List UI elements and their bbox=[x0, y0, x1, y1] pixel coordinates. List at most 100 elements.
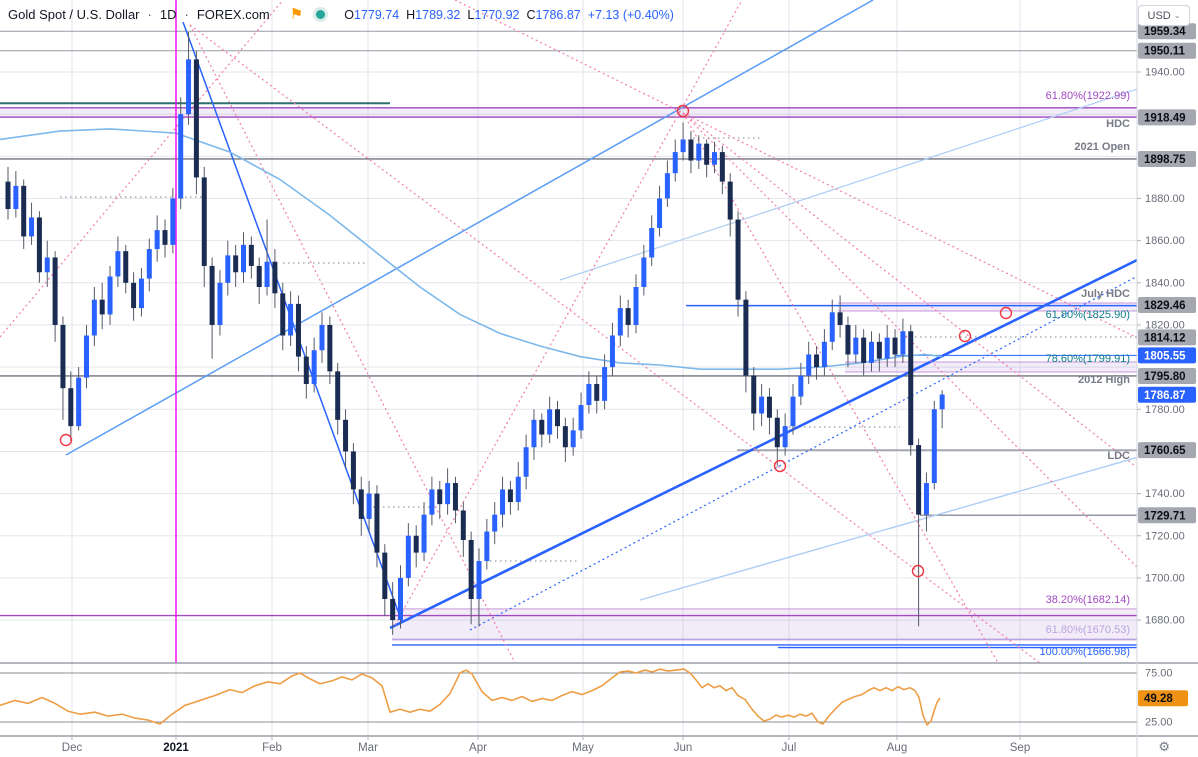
resistance-zone-1826-1830 bbox=[838, 303, 1137, 312]
candle-body bbox=[829, 312, 835, 342]
primary-uptrend-line[interactable] bbox=[389, 230, 1198, 630]
interval-label[interactable]: 1D bbox=[159, 7, 177, 22]
candle-body bbox=[837, 312, 843, 325]
candle-body bbox=[845, 324, 851, 355]
dashed-parallel-line[interactable] bbox=[469, 244, 1198, 631]
candle-body bbox=[664, 173, 670, 199]
price-badge-label: 1795.80 bbox=[1144, 371, 1186, 383]
chevron-down-icon: ⌄ bbox=[1173, 11, 1181, 20]
change-value: +7.13 (+0.40%) bbox=[587, 7, 674, 22]
price-tick-label: 1940.00 bbox=[1145, 67, 1185, 79]
price-tick-label: 1680.00 bbox=[1145, 615, 1185, 627]
annotation-label: 38.20%(1682.14) bbox=[1046, 594, 1130, 606]
gann-ray-mar-to-jun[interactable] bbox=[394, 0, 743, 626]
candle-body bbox=[256, 265, 262, 288]
candle-body bbox=[390, 599, 396, 621]
price-badge bbox=[1138, 442, 1196, 459]
candle-body bbox=[374, 493, 380, 553]
gann-ray-jun-3[interactable] bbox=[454, 0, 1198, 368]
price-badge-label: 1805.55 bbox=[1144, 350, 1186, 362]
candle-body bbox=[405, 535, 411, 578]
projection-marker-2[interactable] bbox=[999, 306, 1013, 320]
candle-body bbox=[743, 299, 749, 376]
gann-ray-left[interactable] bbox=[0, 0, 284, 338]
symbol-title[interactable]: Gold Spot / U.S. Dollar bbox=[8, 7, 140, 22]
projection-marker-1[interactable] bbox=[958, 329, 972, 343]
price-badge-label: 1786.87 bbox=[1144, 390, 1186, 402]
pivot-marker-aug-low[interactable] bbox=[911, 564, 925, 578]
time-tick-label: 2021 bbox=[163, 742, 189, 754]
gear-icon[interactable]: ⚙ bbox=[1158, 739, 1170, 754]
candle-body bbox=[60, 324, 66, 389]
candle-body bbox=[617, 308, 623, 336]
candle-body bbox=[798, 375, 804, 397]
gann-ray-jun-2[interactable] bbox=[682, 112, 1198, 515]
candle-body bbox=[248, 244, 254, 266]
candle-body bbox=[515, 476, 521, 503]
candle-body bbox=[523, 447, 529, 477]
separator-dot: · bbox=[184, 7, 189, 22]
rsi-line[interactable] bbox=[0, 668, 941, 726]
price-badge-label: 1814.12 bbox=[1144, 332, 1186, 344]
candle-body bbox=[908, 331, 914, 446]
gann-ray-jun-1[interactable] bbox=[682, 112, 1198, 628]
exchange-label[interactable]: FOREX.com bbox=[196, 7, 270, 22]
chart-legend: Gold Spot / U.S. Dollar · 1D · FOREX.com… bbox=[8, 7, 674, 22]
pivot-marker-jun-low[interactable] bbox=[773, 459, 787, 473]
candle-body bbox=[280, 293, 286, 336]
candle-body bbox=[712, 152, 717, 165]
annotation-label: 2021 Open bbox=[1074, 141, 1130, 153]
price-tick-label: 1700.00 bbox=[1145, 572, 1185, 584]
candle-body bbox=[209, 265, 215, 325]
candle-body bbox=[916, 445, 922, 515]
gann-ray-jun-4[interactable] bbox=[682, 112, 1052, 757]
candle-body bbox=[562, 426, 568, 448]
candle-body bbox=[460, 510, 466, 540]
price-badge-label: 1729.71 bbox=[1144, 510, 1186, 522]
gann-ray-jan-1[interactable] bbox=[189, 24, 563, 757]
candle-body bbox=[303, 356, 309, 384]
candle-body bbox=[437, 489, 443, 505]
nov-to-jun-trendline[interactable] bbox=[65, 0, 874, 456]
time-tick-label: Apr bbox=[469, 742, 487, 754]
candle-body bbox=[429, 489, 435, 515]
candle-body bbox=[782, 426, 788, 448]
annotation-label: July HDC bbox=[1081, 288, 1130, 300]
candle-body bbox=[84, 335, 89, 378]
currency-dropdown[interactable]: USD ⌄ bbox=[1138, 5, 1190, 26]
candle-body bbox=[539, 419, 545, 435]
candle-body bbox=[99, 299, 105, 315]
candle-body bbox=[343, 419, 349, 452]
time-tick-label: Dec bbox=[62, 742, 83, 754]
moving-average[interactable] bbox=[0, 128, 943, 371]
separator-dot: · bbox=[147, 7, 152, 22]
candle-body bbox=[704, 143, 710, 165]
pivot-marker-jun-high[interactable] bbox=[676, 104, 690, 118]
candle-body bbox=[44, 257, 50, 273]
candle-body bbox=[672, 152, 678, 174]
data-ok-dot-icon[interactable] bbox=[313, 7, 329, 22]
candle-body bbox=[609, 335, 615, 368]
candle-body bbox=[288, 303, 294, 336]
price-badge bbox=[1138, 150, 1196, 167]
candle-body bbox=[649, 227, 655, 258]
high-value: 1789.32 bbox=[415, 7, 461, 22]
candle-body bbox=[68, 388, 74, 427]
resistance-zone-1918-1923 bbox=[0, 107, 1137, 118]
candle-body bbox=[939, 394, 945, 410]
flag-icon[interactable]: ⚑ bbox=[289, 6, 304, 23]
candle-body bbox=[507, 489, 513, 503]
candle-body bbox=[500, 489, 506, 515]
currency-label: USD bbox=[1147, 9, 1171, 22]
time-tick-label: Jun bbox=[674, 742, 693, 754]
candle-body bbox=[382, 552, 388, 599]
candle-body bbox=[806, 354, 812, 376]
annotation-label: 100.00%(1666.98) bbox=[1039, 646, 1130, 658]
gann-ray-jan-2[interactable] bbox=[189, 24, 1165, 757]
time-axis[interactable]: Dec 2021 Feb Mar Apr May Jun Jul Aug Sep bbox=[62, 736, 1030, 754]
upper-channel-line[interactable] bbox=[559, 69, 1198, 281]
price-axis[interactable]: 1940.00 1880.00 1860.00 1840.00 1820.00 1780.… bbox=[1137, 23, 1196, 729]
pivot-marker-nov-low[interactable] bbox=[59, 433, 73, 447]
